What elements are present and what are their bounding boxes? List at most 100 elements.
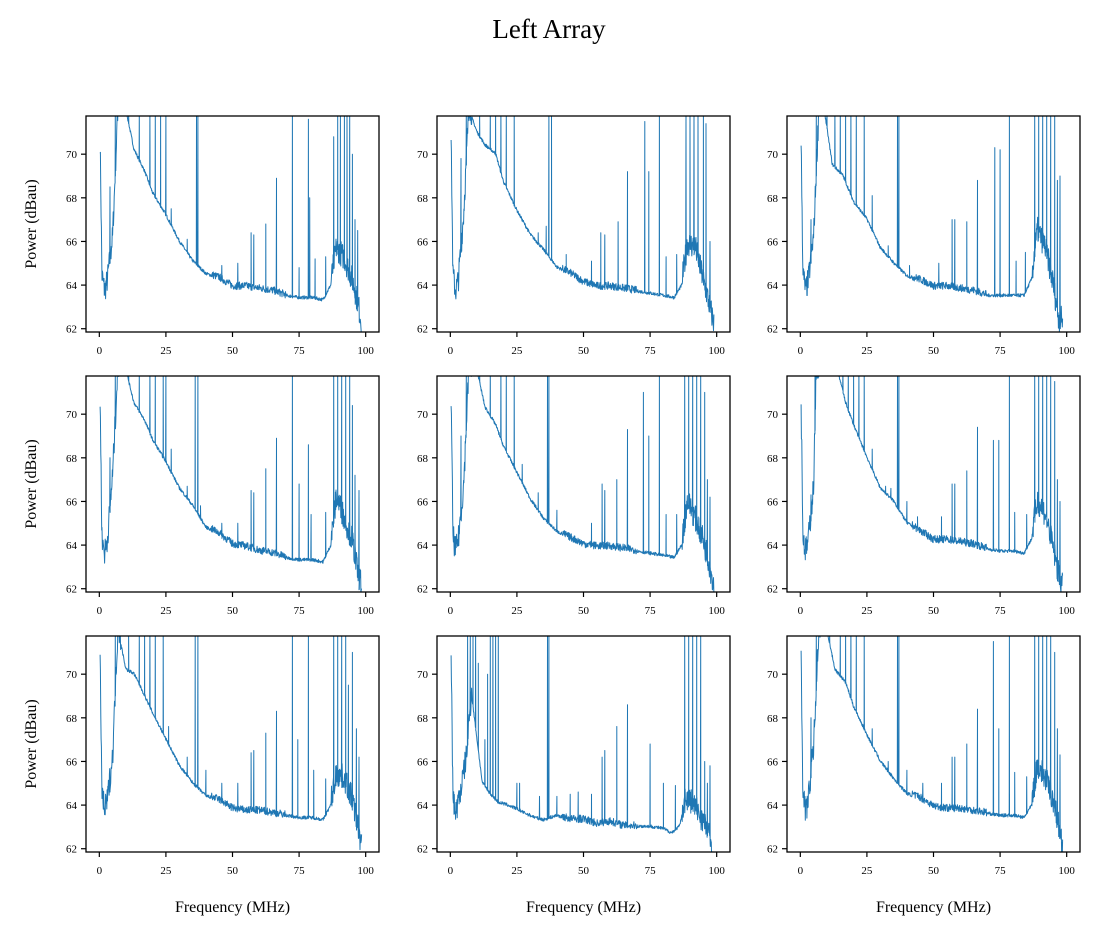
x-tick-label: 25 bbox=[511, 865, 523, 877]
y-tick-label: 64 bbox=[417, 800, 429, 812]
x-axis-label: Frequency (MHz) bbox=[526, 899, 641, 916]
y-tick-label: 66 bbox=[767, 496, 779, 508]
series-line bbox=[450, 116, 715, 332]
y-tick-label: 62 bbox=[66, 584, 77, 596]
axes-frame bbox=[85, 635, 380, 853]
y-tick-label: 64 bbox=[767, 540, 779, 552]
x-tick-label: 0 bbox=[97, 605, 103, 617]
y-tick-label: 68 bbox=[417, 193, 429, 205]
x-tick-label: 100 bbox=[1058, 865, 1075, 877]
y-tick-label: 66 bbox=[767, 236, 779, 248]
panel-r1c1: 0 25 50 75 100 62 64 66 68 70 Power (dBau) bbox=[23, 115, 380, 357]
x-tick-label: 100 bbox=[1058, 605, 1075, 617]
x-tick-label: 0 bbox=[97, 345, 103, 357]
x-tick-label: 25 bbox=[861, 605, 873, 617]
x-tick-label: 0 bbox=[798, 605, 804, 617]
y-tick-label: 64 bbox=[417, 280, 429, 292]
y-tick-label: 70 bbox=[767, 409, 779, 421]
y-tick-label: 64 bbox=[66, 280, 78, 292]
y-tick-label: 62 bbox=[767, 584, 778, 596]
x-tick-label: 50 bbox=[227, 345, 239, 357]
y-tick-label: 66 bbox=[66, 496, 78, 508]
y-tick-label: 62 bbox=[417, 584, 428, 596]
y-tick-label: 68 bbox=[767, 453, 779, 465]
x-tick-label: 100 bbox=[357, 605, 374, 617]
x-tick-label: 0 bbox=[448, 605, 454, 617]
y-tick-label: 66 bbox=[66, 756, 78, 768]
x-tick-label: 50 bbox=[928, 345, 940, 357]
x-tick-label: 25 bbox=[861, 865, 873, 877]
chart-title: Left Array bbox=[492, 14, 606, 44]
panel-r3c3: 0 25 50 75 100 62 64 66 68 70 Frequency (MHz) bbox=[767, 635, 1081, 916]
x-tick-label: 75 bbox=[294, 345, 306, 357]
x-tick-label: 50 bbox=[928, 865, 940, 877]
axes-frame bbox=[436, 375, 731, 593]
y-tick-label: 70 bbox=[66, 669, 78, 681]
y-tick-label: 66 bbox=[767, 756, 779, 768]
panel-r2c3: 0 25 50 75 100 62 64 66 68 70 bbox=[767, 375, 1081, 617]
y-tick-label: 66 bbox=[417, 756, 429, 768]
x-tick-label: 50 bbox=[928, 605, 940, 617]
x-tick-label: 50 bbox=[578, 605, 590, 617]
x-tick-label: 25 bbox=[511, 605, 523, 617]
x-tick-label: 50 bbox=[227, 605, 239, 617]
axes-frame bbox=[85, 375, 380, 593]
x-axis-label: Frequency (MHz) bbox=[175, 899, 290, 916]
y-tick-label: 66 bbox=[417, 236, 429, 248]
y-tick-label: 70 bbox=[66, 149, 78, 161]
y-tick-label: 62 bbox=[417, 324, 428, 336]
y-tick-label: 70 bbox=[417, 669, 429, 681]
series-line bbox=[99, 376, 363, 592]
x-tick-label: 50 bbox=[578, 345, 590, 357]
panel-r2c2: 0 25 50 75 100 62 64 66 68 70 bbox=[417, 375, 731, 617]
x-tick-label: 75 bbox=[995, 605, 1007, 617]
panel-r3c2: 0 25 50 75 100 62 64 66 68 70 Frequency (MHz) bbox=[417, 635, 731, 916]
axes-frame bbox=[85, 115, 380, 333]
y-tick-label: 62 bbox=[417, 844, 428, 856]
x-tick-label: 25 bbox=[160, 865, 172, 877]
x-tick-label: 75 bbox=[294, 865, 306, 877]
x-tick-label: 50 bbox=[227, 865, 239, 877]
axes-frame bbox=[786, 115, 1081, 333]
y-axis-label: Power (dBau) bbox=[23, 179, 40, 268]
x-tick-label: 25 bbox=[861, 345, 873, 357]
y-tick-label: 66 bbox=[417, 496, 429, 508]
x-tick-label: 25 bbox=[160, 605, 172, 617]
y-tick-label: 64 bbox=[66, 540, 78, 552]
x-tick-label: 100 bbox=[357, 865, 374, 877]
panel-r2c1: 0 25 50 75 100 62 64 66 68 70 Power (dBau) bbox=[23, 375, 380, 617]
x-tick-label: 0 bbox=[448, 345, 454, 357]
y-tick-label: 66 bbox=[66, 236, 78, 248]
x-tick-label: 100 bbox=[1058, 345, 1075, 357]
axes-frame bbox=[786, 635, 1081, 853]
series-line bbox=[800, 116, 1064, 332]
x-tick-label: 0 bbox=[798, 345, 804, 357]
y-axis-label: Power (dBau) bbox=[23, 439, 40, 528]
y-tick-label: 64 bbox=[767, 800, 779, 812]
series-line bbox=[800, 376, 1064, 592]
y-tick-label: 68 bbox=[417, 713, 429, 725]
y-tick-label: 62 bbox=[767, 844, 778, 856]
y-tick-label: 64 bbox=[417, 540, 429, 552]
y-tick-label: 68 bbox=[66, 193, 78, 205]
x-tick-label: 0 bbox=[798, 865, 804, 877]
x-tick-label: 0 bbox=[97, 865, 103, 877]
x-tick-label: 75 bbox=[645, 605, 657, 617]
series-line bbox=[99, 636, 363, 851]
x-tick-label: 50 bbox=[578, 865, 590, 877]
y-tick-label: 62 bbox=[767, 324, 778, 336]
y-axis-label: Power (dBau) bbox=[23, 699, 40, 788]
y-tick-label: 68 bbox=[66, 453, 78, 465]
y-tick-label: 64 bbox=[767, 280, 779, 292]
y-tick-label: 68 bbox=[417, 453, 429, 465]
y-tick-label: 68 bbox=[66, 713, 78, 725]
series-line bbox=[450, 636, 713, 852]
y-tick-label: 70 bbox=[767, 149, 779, 161]
y-tick-label: 68 bbox=[767, 193, 779, 205]
y-tick-label: 68 bbox=[767, 713, 779, 725]
x-tick-label: 100 bbox=[708, 865, 725, 877]
panel-r1c3: 0 25 50 75 100 62 64 66 68 70 bbox=[767, 115, 1081, 357]
y-tick-label: 70 bbox=[417, 149, 429, 161]
x-tick-label: 25 bbox=[160, 345, 172, 357]
